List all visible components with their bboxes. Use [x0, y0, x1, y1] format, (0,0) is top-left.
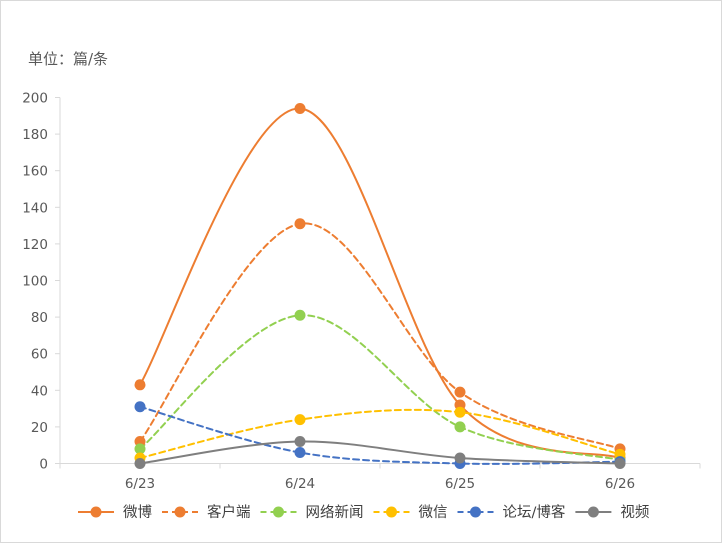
series-point-5-0	[134, 458, 146, 469]
series-line-3	[139, 408, 621, 460]
legend-marker	[273, 506, 284, 518]
series-point-4-1	[294, 447, 306, 459]
legend-item-0: 微博	[78, 504, 152, 521]
series-point-1-2	[454, 386, 466, 398]
legend-item-5: 视频	[575, 504, 650, 521]
x-tick-label: 6/25	[445, 476, 475, 492]
legend-label: 微博	[123, 504, 152, 521]
y-tick-label: 120	[22, 237, 48, 253]
legend-marker	[470, 506, 481, 518]
legend-label: 视频	[620, 504, 649, 521]
series-point-5-3	[614, 458, 626, 469]
series-point-5-2	[454, 452, 466, 464]
x-tick-label: 6/24	[285, 476, 315, 492]
legend-label: 网络新闻	[306, 504, 364, 521]
legend-marker	[587, 506, 599, 518]
legend-marker	[174, 506, 186, 518]
series-lines	[139, 107, 621, 465]
series-line-5	[139, 440, 621, 465]
y-tick-label: 140	[22, 200, 48, 216]
series-line-2	[139, 314, 621, 461]
legend-item-1: 客户端	[162, 504, 251, 521]
y-tick-label: 80	[31, 310, 48, 326]
series-point-3-2	[454, 406, 466, 418]
series-point-5-1	[294, 436, 306, 448]
legend-label: 论坛/博客	[503, 504, 566, 521]
legend: 微博 客户端 网络新闻 微信 论坛/博客 视频	[78, 504, 650, 521]
series-point-0-0	[134, 379, 146, 391]
y-tick-label: 100	[22, 274, 48, 290]
series-line-0	[139, 107, 621, 460]
series-point-2-1	[294, 309, 306, 321]
series-points	[134, 102, 626, 469]
y-tick-label: 180	[22, 127, 48, 143]
series-point-4-0	[134, 401, 146, 413]
series-point-1-1	[294, 218, 306, 230]
legend-marker	[386, 506, 397, 518]
unit-label: 单位：篇/条	[28, 50, 109, 68]
y-tick-label: 0	[39, 457, 48, 473]
series-point-3-1	[294, 414, 306, 426]
y-tick-label: 40	[31, 383, 48, 399]
y-tick-label: 20	[31, 420, 48, 436]
x-tick-label: 6/23	[125, 476, 155, 492]
series-line-4	[139, 405, 621, 465]
axes: 0 20 40 60 80 100 120 140 160 180 200 6/23 6/24 6/25 6…	[22, 91, 701, 492]
series-point-2-2	[454, 421, 466, 433]
legend-label: 客户端	[207, 504, 251, 521]
legend-item-2: 网络新闻	[260, 504, 364, 521]
legend-item-3: 微信	[373, 504, 448, 521]
legend-marker	[90, 506, 102, 518]
y-tick-label: 160	[22, 164, 48, 180]
series-point-0-1	[294, 102, 306, 114]
y-tick-label: 60	[31, 347, 48, 363]
x-tick-label: 6/26	[605, 476, 635, 492]
series-point-2-0	[134, 443, 146, 455]
series-line-1	[139, 222, 621, 450]
y-tick-label: 200	[22, 91, 48, 107]
legend-item-4: 论坛/博客	[457, 504, 566, 521]
legend-label: 微信	[419, 504, 448, 521]
